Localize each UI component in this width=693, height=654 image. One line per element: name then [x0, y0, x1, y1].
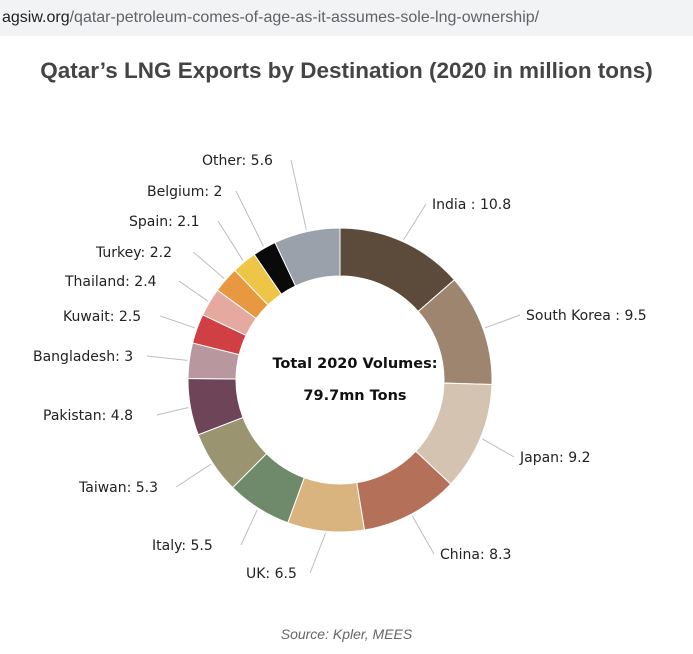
- leader-line-india: [403, 203, 427, 241]
- leader-line-china: [411, 515, 435, 555]
- leader-line-spain: [217, 220, 244, 261]
- leader-line-thailand: [178, 280, 209, 302]
- leader-line-italy: [240, 509, 258, 546]
- slice-other: [274, 227, 341, 287]
- label-taiwan: Taiwan: 5.3: [78, 480, 158, 496]
- center-total: 79.7mn Tons: [303, 388, 406, 404]
- leader-line-pakistan: [156, 406, 189, 416]
- label-spain: Spain: 2.1: [129, 214, 200, 230]
- label-other: Other: 5.6: [202, 153, 273, 169]
- leader-line-belgium: [235, 190, 264, 247]
- address-bar[interactable]: agsiw.org/qatar-petroleum-comes-of-age-a…: [0, 0, 693, 36]
- leader-line-taiwan: [176, 463, 212, 488]
- label-india: India : 10.8: [432, 197, 511, 213]
- label-italy: Italy: 5.5: [152, 538, 213, 554]
- label-china: China: 8.3: [440, 547, 511, 563]
- label-kuwait: Kuwait: 2.5: [63, 309, 141, 325]
- leader-line-japan: [482, 438, 515, 458]
- label-belgium: Belgium: 2: [147, 184, 222, 200]
- label-japan: Japan: 9.2: [519, 450, 590, 466]
- leader-line-other: [290, 159, 307, 230]
- label-thailand: Thailand: 2.4: [64, 274, 157, 290]
- leader-line-south-korea: [484, 314, 521, 329]
- source-note: Source: Kpler, MEES: [280, 626, 413, 642]
- center-title: Total 2020 Volumes:: [272, 356, 437, 372]
- leader-line-bangladesh: [146, 355, 188, 361]
- label-uk: UK: 6.5: [246, 566, 297, 582]
- leader-line-turkey: [192, 251, 225, 279]
- leader-line-kuwait: [160, 315, 196, 329]
- chart-title: Qatar’s LNG Exports by Destination (2020…: [40, 58, 653, 83]
- label-bangladesh: Bangladesh: 3: [33, 349, 133, 365]
- label-turkey: Turkey: 2.2: [95, 245, 172, 261]
- url-path: /qatar-petroleum-comes-of-age-as-it-assu…: [69, 9, 540, 26]
- leader-line-uk: [309, 533, 326, 574]
- label-south-korea: South Korea : 9.5: [526, 308, 647, 324]
- url-domain: agsiw.org: [2, 9, 70, 26]
- label-pakistan: Pakistan: 4.8: [43, 408, 133, 424]
